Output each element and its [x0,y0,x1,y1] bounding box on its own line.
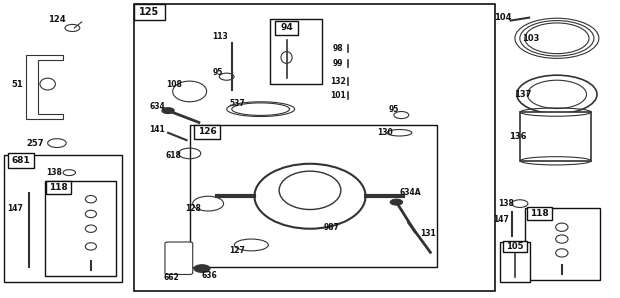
Text: 125: 125 [140,7,159,17]
Text: 138: 138 [498,199,513,208]
FancyBboxPatch shape [165,242,193,274]
Bar [270,19,322,84]
Text: 634: 634 [149,102,165,111]
Text: 103: 103 [522,34,539,43]
Text: 124: 124 [48,15,66,24]
Text: 130: 130 [378,128,393,137]
Circle shape [390,199,402,205]
Text: 662: 662 [163,273,179,282]
Text: 118: 118 [50,183,68,192]
Text: 101: 101 [330,91,346,100]
Text: 141: 141 [149,125,165,134]
Bar [520,112,591,161]
Text: 95: 95 [212,68,223,77]
Bar [500,242,529,282]
Text: eReplacementParts.com: eReplacementParts.com [234,154,386,167]
Bar [4,155,122,282]
Text: 537: 537 [230,99,246,108]
Text: 94: 94 [280,24,293,32]
Circle shape [194,265,210,272]
Bar [134,4,165,20]
Bar [193,125,220,139]
Text: 136: 136 [508,132,526,141]
Bar [275,21,298,35]
Text: 131: 131 [420,229,436,238]
Bar [134,4,495,291]
Text: 108: 108 [166,80,182,89]
Text: 634A: 634A [399,188,421,197]
Bar [525,208,600,280]
Text: 99: 99 [332,59,343,68]
Text: 681: 681 [12,156,30,165]
Text: 113: 113 [213,32,228,41]
Text: 128: 128 [185,204,201,213]
Bar [527,207,552,220]
Text: 137: 137 [514,90,531,99]
Text: 147: 147 [494,215,509,224]
Text: 127: 127 [229,246,245,255]
Text: 104: 104 [494,13,512,21]
Text: 118: 118 [530,209,549,218]
Bar [8,153,35,168]
Text: 138: 138 [46,168,62,177]
Text: 618: 618 [165,151,181,160]
Text: 126: 126 [198,127,216,136]
Text: 257: 257 [27,139,44,148]
Text: 95: 95 [388,105,399,114]
Text: 51: 51 [11,80,23,89]
Text: 636: 636 [202,271,217,280]
Text: 98: 98 [332,44,343,53]
Text: 132: 132 [330,77,346,86]
Bar [503,240,527,252]
Bar [45,181,115,276]
Text: 105: 105 [506,242,524,251]
Bar [46,181,71,194]
Text: 147: 147 [7,204,23,212]
Text: 987: 987 [324,223,340,232]
Bar [190,125,436,267]
Circle shape [162,108,174,114]
